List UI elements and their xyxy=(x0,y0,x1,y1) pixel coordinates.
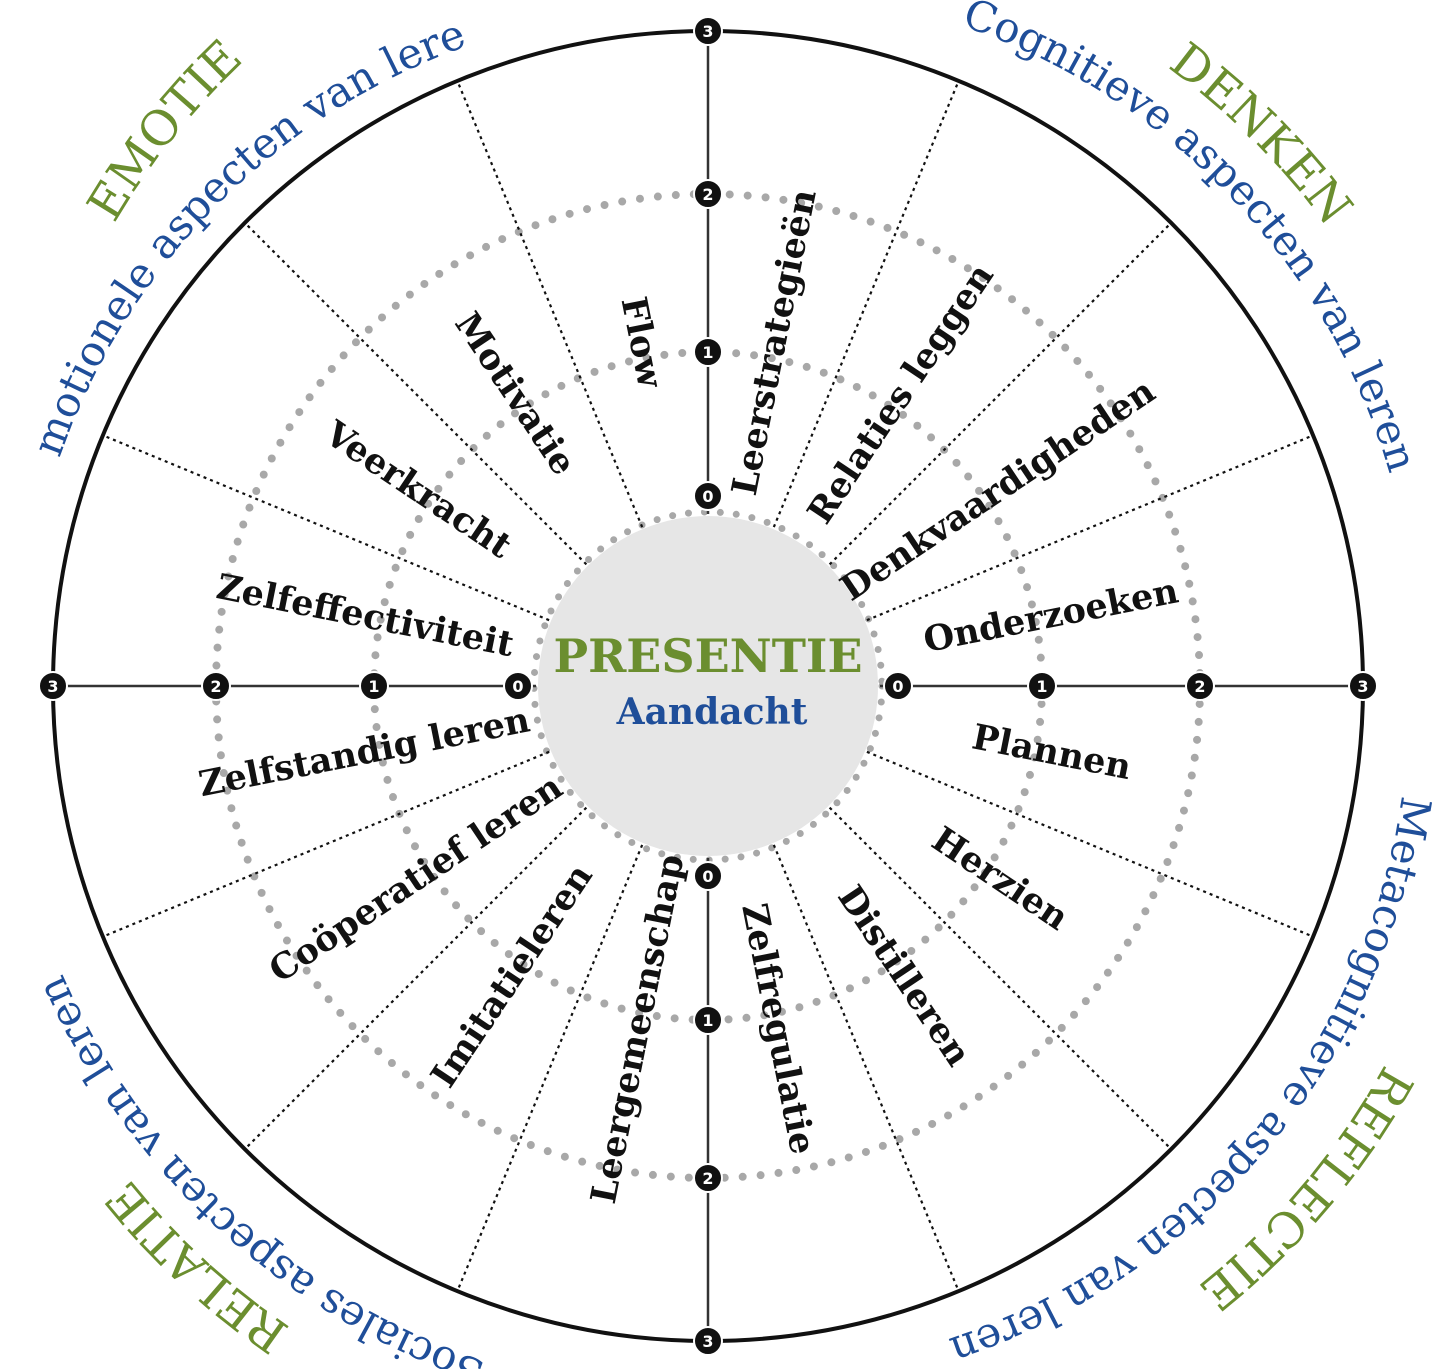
scale-tick-marker xyxy=(1185,671,1215,701)
scale-tick-label: 2 xyxy=(210,677,221,696)
scale-tick-label: 1 xyxy=(1036,677,1047,696)
segment-label: Zelfregulatie xyxy=(733,900,823,1158)
quadrant-denken: Cognitieve aspecten van leren DENKEN xyxy=(957,0,1427,477)
scale-tick-label: 3 xyxy=(47,677,58,696)
scale-ticks: 0 1 2 3 0 1 2 3 0 1 2 3 0 1 2 3 xyxy=(38,16,1378,1356)
scale-tick-marker xyxy=(693,1326,723,1356)
scale-tick-label: 1 xyxy=(702,1011,713,1030)
scale-tick-marker xyxy=(693,1005,723,1035)
scale-tick-label: 2 xyxy=(1194,677,1205,696)
scale-tick-marker xyxy=(693,16,723,46)
center-title: PRESENTIE xyxy=(553,629,862,683)
scale-tick-label: 0 xyxy=(702,487,713,506)
scale-tick-label: 3 xyxy=(702,1332,713,1351)
scale-tick-marker xyxy=(883,671,913,701)
scale-tick-label: 3 xyxy=(702,22,713,41)
segment-label: Leerstrategieën xyxy=(724,186,825,499)
scale-tick-marker xyxy=(693,337,723,367)
segment-label: Zelfeffectiviteit xyxy=(213,566,517,665)
scale-tick-label: 0 xyxy=(512,677,523,696)
scale-tick-marker xyxy=(693,481,723,511)
scale-tick-marker xyxy=(693,861,723,891)
segment-label: Leergemeenschap xyxy=(583,851,692,1207)
scale-axes xyxy=(53,31,1363,1341)
scale-tick-marker xyxy=(201,671,231,701)
center-hub xyxy=(538,516,878,856)
scale-tick-marker xyxy=(1027,671,1057,701)
segment-label: Herzien xyxy=(924,819,1075,939)
segment-label: Zelfstandig leren xyxy=(195,699,533,805)
segment-label: Imitatieleren xyxy=(423,857,601,1095)
scale-tick-label: 0 xyxy=(702,867,713,886)
segment-label: Distilleren xyxy=(829,878,979,1074)
scale-tick-label: 1 xyxy=(368,677,379,696)
quadrant-relatie: Sociales aspecten van leren RELATIE xyxy=(27,969,491,1369)
scale-tick-label: 2 xyxy=(702,1169,713,1188)
segment-label: Plannen xyxy=(969,717,1135,789)
scale-tick-marker xyxy=(359,671,389,701)
scale-tick-marker xyxy=(503,671,533,701)
segment-label: Flow xyxy=(613,293,671,392)
segment-label: Onderzoeken xyxy=(920,570,1182,661)
scale-tick-marker xyxy=(38,671,68,701)
scale-tick-marker xyxy=(693,179,723,209)
center-subtitle: Aandacht xyxy=(616,691,808,733)
scale-tick-label: 1 xyxy=(702,343,713,362)
segment-label: Motivatie xyxy=(446,305,584,483)
scale-tick-label: 2 xyxy=(702,185,713,204)
scale-tick-label: 0 xyxy=(892,677,903,696)
scale-tick-label: 3 xyxy=(1357,677,1368,696)
scale-tick-marker xyxy=(1348,671,1378,701)
scale-tick-marker xyxy=(693,1163,723,1193)
